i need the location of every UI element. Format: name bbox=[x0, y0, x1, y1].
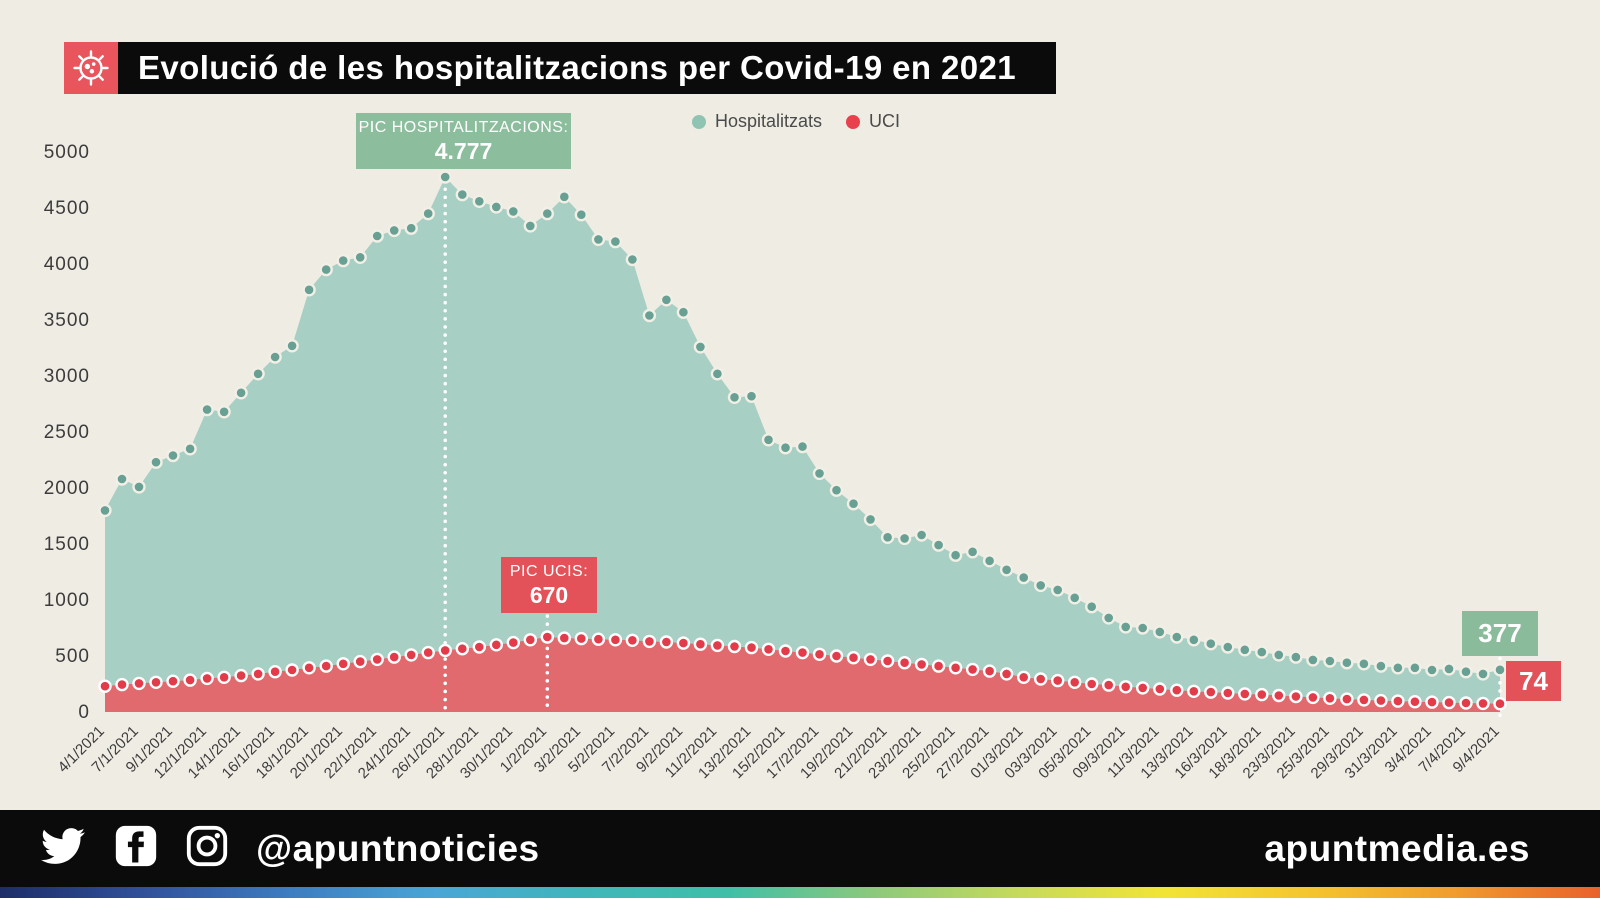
peak-hospitalizations-callout: PIC HOSPITALITZACIONS: 4.777 bbox=[356, 113, 571, 169]
social-icons bbox=[38, 823, 230, 874]
svg-text:4500: 4500 bbox=[44, 198, 90, 219]
virus-icon bbox=[64, 42, 118, 94]
uci-legend-label: UCI bbox=[869, 111, 901, 131]
latest-hospitalizations-badge: 377 bbox=[1462, 611, 1538, 656]
page-title: Evolució de les hospitalitzacions per Co… bbox=[118, 42, 1057, 94]
svg-text:3000: 3000 bbox=[44, 366, 90, 387]
uci-legend-swatch bbox=[846, 114, 861, 129]
svg-text:1500: 1500 bbox=[44, 534, 90, 555]
peak-hospitalizations-label: PIC HOSPITALITZACIONS: bbox=[358, 119, 569, 136]
peak-uci-label: PIC UCIS: bbox=[509, 563, 589, 580]
svg-text:3500: 3500 bbox=[44, 310, 90, 331]
latest-uci-badge: 74 bbox=[1506, 661, 1561, 701]
twitter-icon bbox=[38, 824, 88, 873]
website-url: apuntmedia.es bbox=[1264, 827, 1530, 869]
header: Evolució de les hospitalitzacions per Co… bbox=[64, 42, 1057, 94]
svg-text:1000: 1000 bbox=[44, 590, 90, 611]
social-handle: @apuntnoticies bbox=[256, 827, 540, 869]
peak-uci-callout: PIC UCIS: 670 bbox=[501, 557, 597, 613]
hospitalitzats-legend-label: Hospitalitzats bbox=[715, 111, 823, 131]
svg-text:2000: 2000 bbox=[44, 478, 90, 499]
svg-text:2500: 2500 bbox=[44, 422, 90, 443]
footer-bar: @apuntnoticies apuntmedia.es bbox=[0, 810, 1600, 887]
facebook-icon bbox=[114, 824, 158, 873]
brand-rainbow-strip bbox=[0, 887, 1600, 898]
svg-text:4000: 4000 bbox=[44, 254, 90, 275]
chart-legend: Hospitalitzats UCI bbox=[692, 111, 900, 132]
svg-text:5000: 5000 bbox=[44, 142, 90, 163]
hospitalitzats-legend-swatch bbox=[692, 114, 706, 129]
svg-text:500: 500 bbox=[55, 646, 90, 667]
instagram-icon bbox=[184, 823, 230, 874]
peak-uci-value: 670 bbox=[529, 582, 569, 608]
peak-hospitalizations-value: 4.777 bbox=[434, 138, 493, 164]
svg-text:0: 0 bbox=[78, 702, 90, 723]
